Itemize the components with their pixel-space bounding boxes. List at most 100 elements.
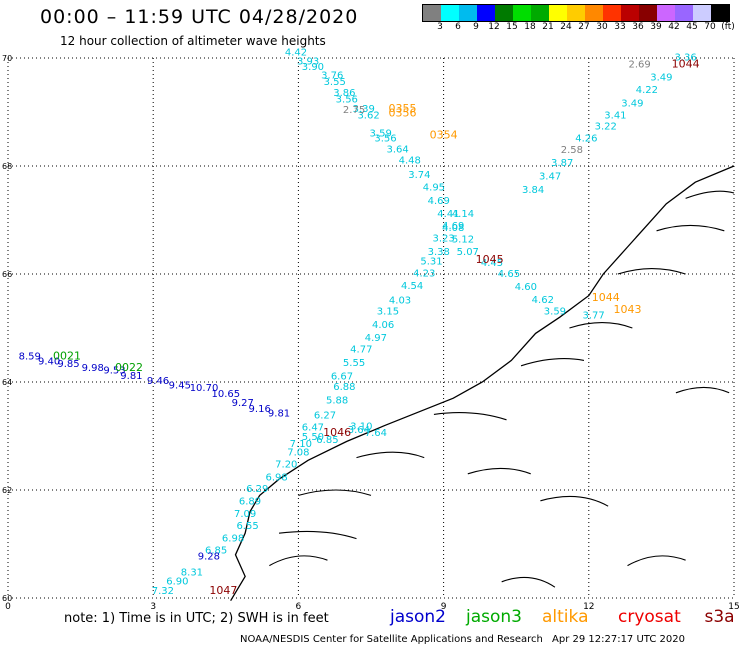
- wave-height-value: 3.10: [350, 422, 372, 433]
- colorbar-label: 33: [614, 22, 626, 32]
- wave-height-value: 1044: [592, 291, 620, 304]
- wave-height-value: 3.87: [551, 158, 573, 169]
- legend-item-s3a: s3a: [704, 607, 735, 627]
- wave-height-value: 4.26: [575, 134, 597, 145]
- wave-height-value: 3.59: [544, 307, 566, 318]
- wave-height-value: 4.08: [442, 223, 464, 234]
- fjord-line: [501, 576, 556, 588]
- wave-height-value: 4.69: [442, 221, 464, 232]
- colorbar-label: 9: [473, 22, 479, 32]
- fjord-line: [675, 386, 730, 394]
- wave-height-value: 3.49: [650, 73, 672, 84]
- wave-height-value: 3.49: [621, 99, 643, 110]
- wave-height-value: 3.23: [432, 234, 454, 245]
- fjord-line: [540, 495, 609, 507]
- wave-height-value: 4.41: [437, 209, 459, 220]
- colorbar-label: 42: [668, 22, 680, 32]
- footer-credit: NOAA/NESDIS Center for Satellite Applica…: [240, 634, 543, 645]
- wave-height-value: 3.36: [674, 53, 696, 64]
- coastline: [230, 165, 735, 602]
- wave-height-value: 1045: [476, 253, 504, 266]
- wave-height-value: 5.07: [457, 247, 479, 258]
- wave-height-value: 0022: [115, 361, 143, 374]
- y-tick-label: 60: [2, 594, 12, 603]
- colorbar-label: 30: [596, 22, 608, 32]
- wave-height-value: 3.41: [604, 110, 626, 121]
- map-subtitle: 12 hour collection of altimeter wave hei…: [60, 34, 326, 48]
- colorbar-label: 39: [650, 22, 662, 32]
- wave-height-value: 1046: [323, 426, 351, 439]
- colorbar-label: 36: [632, 22, 644, 32]
- fjord-line: [520, 358, 585, 367]
- colorbar-cell: [531, 5, 549, 21]
- colorbar-cell: [585, 5, 603, 21]
- wave-height-value: 4.62: [532, 295, 554, 306]
- wave-height-value: 6.29: [246, 484, 268, 495]
- y-tick-label: 62: [2, 486, 12, 495]
- wave-height-value: 4.60: [515, 282, 537, 293]
- wave-height-value: 10.65: [211, 389, 240, 400]
- wave-height-value: 6.27: [314, 411, 336, 422]
- wave-height-value: 6.55: [236, 521, 258, 532]
- colorbar-cell: [477, 5, 495, 21]
- wave-height-value: 2.58: [561, 145, 583, 156]
- wave-height-value: 3.93: [297, 56, 319, 67]
- legend-item-jason3: jason3: [466, 607, 522, 627]
- fjord-line: [278, 530, 357, 540]
- legend-item-jason2: jason2: [390, 607, 446, 627]
- wave-height-value: 7.64: [365, 428, 387, 439]
- wave-height-value: 9.53: [103, 365, 125, 376]
- norway-coastline: [230, 165, 735, 602]
- colorbar-cell: [495, 5, 513, 21]
- colorbar-cell: [603, 5, 621, 21]
- wave-height-value: 3.22: [595, 121, 617, 132]
- wave-height-value: 4.45: [481, 258, 503, 269]
- wave-height-value: 9.27: [232, 398, 254, 409]
- colorbar-labels: 3 6 9 12 15 18 21 24 27 30 33 36 39 42 45 70 (ft): [422, 22, 735, 34]
- colorbar-label: 12: [488, 22, 500, 32]
- wave-height-value: 4.48: [399, 155, 421, 166]
- x-tick-label: 9: [441, 602, 447, 612]
- wave-height-value: 1047: [209, 584, 237, 597]
- x-tick-label: 3: [150, 602, 156, 612]
- wave-height-value: 3.62: [357, 110, 379, 121]
- colorbar-cell: [549, 5, 567, 21]
- wave-height-value: 6.67: [331, 371, 353, 382]
- colorbar-label: 21: [542, 22, 554, 32]
- wave-height-value: 8.31: [181, 567, 203, 578]
- wave-height-value: 6.98: [265, 472, 287, 483]
- wave-height-value: 9.40: [38, 357, 60, 368]
- colorbar-cell: [711, 5, 729, 21]
- wave-height-value: 0356: [388, 106, 416, 119]
- wave-height-value: 7.08: [287, 447, 309, 458]
- colorbar-label: 6: [455, 22, 461, 32]
- x-tick-label: 0: [5, 602, 11, 612]
- x-tick-label: 15: [728, 602, 739, 612]
- wave-height-value: 3.77: [583, 310, 605, 321]
- wave-height-value: 9.45: [169, 380, 191, 391]
- fjord-line: [656, 224, 725, 232]
- wave-height-value: 3.84: [522, 185, 544, 196]
- wave-height-value: 2.75: [343, 105, 365, 116]
- y-tick-label: 64: [2, 378, 12, 387]
- wave-height-value: 4.97: [365, 333, 387, 344]
- wave-height-value: 6.85: [205, 546, 227, 557]
- x-tick-label: 6: [296, 602, 302, 612]
- y-tick-label: 68: [2, 162, 12, 171]
- wave-height-value: 5.88: [326, 396, 348, 407]
- wave-height-value: 9.98: [82, 363, 104, 374]
- wave-height-value: 4.03: [389, 296, 411, 307]
- wave-height-value: 4.42: [285, 47, 307, 58]
- x-tick-label: 12: [583, 602, 594, 612]
- wave-height-value: 7.32: [152, 586, 174, 597]
- footer-timestamp: Apr 29 12:27:17 UTC 2020: [552, 634, 685, 645]
- wave-height-value: 9.81: [268, 409, 290, 420]
- wave-height-value: 9.28: [198, 552, 220, 563]
- colorbar-cell: [693, 5, 711, 21]
- y-tick-label: 70: [2, 54, 12, 63]
- wave-height-value: 4.77: [350, 344, 372, 355]
- wave-height-value: 8.59: [19, 351, 41, 362]
- wave-height-value: 4.23: [413, 269, 435, 280]
- wave-height-value: 3.59: [370, 128, 392, 139]
- colorbar-cell: [657, 5, 675, 21]
